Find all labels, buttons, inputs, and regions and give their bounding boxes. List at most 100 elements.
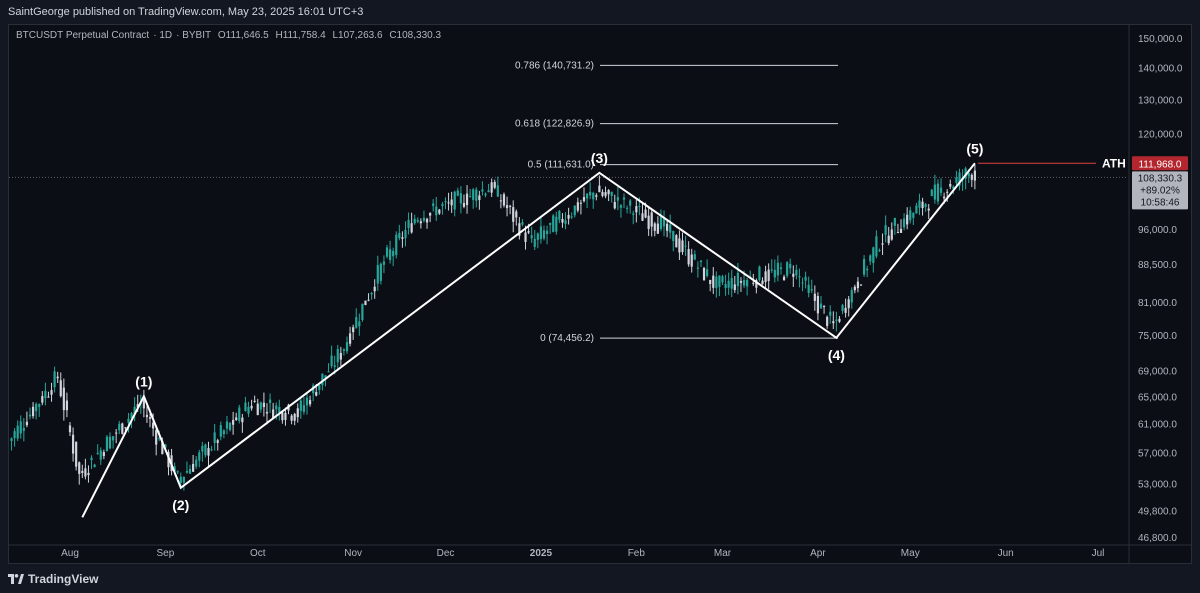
candle-body bbox=[687, 249, 690, 265]
candle-body bbox=[268, 399, 272, 404]
candle-body bbox=[469, 196, 472, 198]
candle-body bbox=[395, 234, 398, 256]
candle-body bbox=[807, 284, 810, 293]
time-axis-label: Dec bbox=[437, 548, 455, 559]
candle-body bbox=[739, 281, 743, 283]
candle-body bbox=[481, 189, 484, 192]
candle-body bbox=[124, 427, 127, 429]
candle-body bbox=[250, 405, 253, 409]
candle-body bbox=[99, 450, 102, 460]
candle-body bbox=[872, 247, 875, 264]
candle-body bbox=[936, 183, 940, 202]
candle-body bbox=[853, 286, 856, 291]
candle-body bbox=[792, 273, 795, 277]
candle-body bbox=[718, 275, 721, 287]
candle-body bbox=[361, 303, 364, 320]
candle-body bbox=[610, 191, 613, 196]
candle-body bbox=[973, 170, 976, 181]
candle-body bbox=[155, 430, 158, 445]
candle-body bbox=[336, 348, 339, 363]
candle-body bbox=[324, 375, 327, 378]
candle-body bbox=[647, 215, 650, 230]
candle-body bbox=[105, 436, 109, 452]
candle-body bbox=[684, 245, 687, 247]
candle-body bbox=[896, 232, 900, 234]
candle-body bbox=[869, 255, 872, 262]
chart-frame[interactable] bbox=[8, 24, 1192, 564]
candle-body bbox=[158, 437, 161, 440]
fib-level-label: 0.5 (111,631.0) bbox=[528, 160, 594, 171]
candle-body bbox=[339, 352, 342, 360]
price-axis-label: 49,800.0 bbox=[1138, 506, 1177, 517]
candle-body bbox=[487, 190, 490, 193]
legend-low: L107,263.6 bbox=[332, 30, 383, 41]
wave-label: (1) bbox=[135, 373, 152, 389]
candle-body bbox=[204, 444, 207, 456]
candle-body bbox=[342, 349, 346, 351]
candle-body bbox=[152, 422, 155, 429]
candle-body bbox=[518, 223, 521, 236]
candle-body bbox=[96, 453, 99, 455]
candle-body bbox=[890, 229, 893, 240]
price-axis-label: 96,000.0 bbox=[1138, 225, 1177, 236]
candle-body bbox=[65, 400, 69, 411]
candle-body bbox=[702, 268, 706, 281]
candle-body bbox=[878, 250, 881, 252]
elliott-wave-line bbox=[81, 162, 976, 518]
candle-body bbox=[733, 284, 736, 291]
candle-body bbox=[690, 254, 693, 267]
candle-body bbox=[570, 216, 573, 218]
candle-body bbox=[496, 185, 499, 197]
candle-body bbox=[933, 184, 936, 200]
candle-body bbox=[970, 174, 973, 180]
candle-body bbox=[841, 305, 844, 311]
candle-body bbox=[915, 205, 918, 214]
candle-body bbox=[484, 193, 487, 196]
candle-body bbox=[182, 476, 185, 483]
candle-body bbox=[493, 181, 496, 188]
candle-body bbox=[549, 222, 552, 225]
candle-body bbox=[176, 471, 179, 473]
candle-body bbox=[672, 231, 675, 242]
candle-body bbox=[201, 445, 204, 452]
candle-body bbox=[265, 412, 269, 414]
candle-body bbox=[822, 305, 826, 307]
candle-body bbox=[607, 190, 610, 195]
candle-body bbox=[13, 431, 16, 439]
candle-body bbox=[93, 464, 96, 468]
wave-label: (2) bbox=[172, 497, 189, 513]
candle-body bbox=[444, 201, 447, 203]
candle-body bbox=[173, 466, 176, 472]
candle-body bbox=[786, 262, 789, 276]
candle-body bbox=[102, 452, 105, 457]
candle-body bbox=[25, 421, 29, 426]
candle-body bbox=[136, 404, 139, 408]
candle-body bbox=[632, 213, 635, 215]
candle-body bbox=[438, 209, 441, 214]
candle-body bbox=[81, 470, 84, 473]
candle-body bbox=[779, 267, 783, 270]
candle-body bbox=[644, 209, 647, 218]
candle-body bbox=[859, 284, 863, 286]
candle-body bbox=[355, 317, 358, 328]
candle-body bbox=[327, 371, 330, 373]
candle-body bbox=[10, 438, 13, 441]
candle-body bbox=[650, 212, 653, 227]
candle-body bbox=[302, 405, 306, 412]
candle-body bbox=[866, 268, 869, 271]
legend-open: O111,646.5 bbox=[217, 30, 269, 41]
time-axis-label: Oct bbox=[250, 548, 266, 559]
candle-body bbox=[653, 223, 656, 231]
candle-body bbox=[641, 213, 644, 221]
legend-symbol[interactable]: BTCUSDT Perpetual Contract bbox=[16, 30, 150, 41]
time-axis-label: 2025 bbox=[530, 548, 553, 559]
candle-body bbox=[598, 185, 601, 193]
candle-body bbox=[388, 249, 392, 260]
candle-body bbox=[472, 189, 475, 200]
footer-brand[interactable]: TradingView bbox=[28, 572, 99, 586]
candle-body bbox=[844, 307, 847, 313]
candle-body bbox=[730, 277, 733, 289]
price-axis-label: 140,000.0 bbox=[1138, 64, 1183, 75]
candle-body bbox=[939, 187, 943, 193]
